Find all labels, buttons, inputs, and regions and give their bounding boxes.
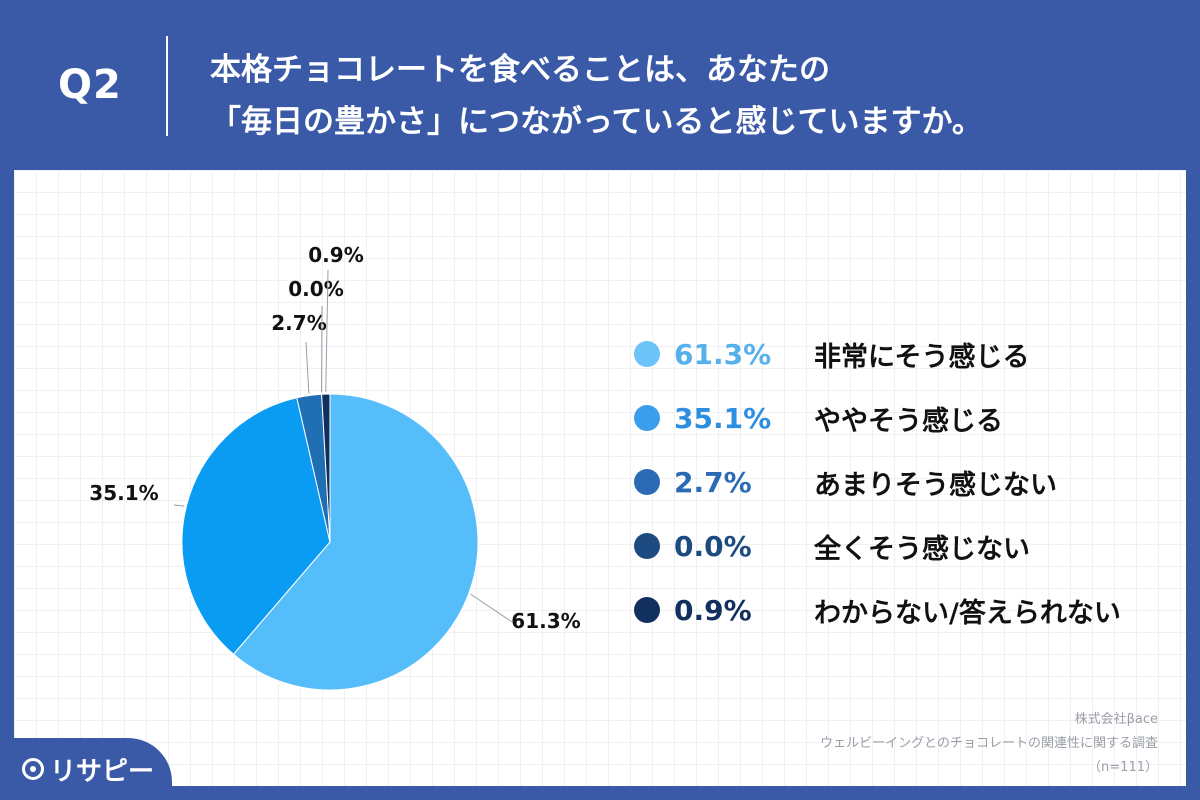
pie-slice bbox=[321, 393, 331, 543]
slice-value-label: 2.7% bbox=[271, 311, 326, 335]
slice-value-label: 61.3% bbox=[511, 609, 580, 633]
pie-slice bbox=[232, 393, 479, 691]
pie-chart: 61.3% 35.1% 2.7% 0.0% 0.9% bbox=[89, 243, 581, 691]
pie-slice bbox=[181, 397, 331, 655]
legend-label: 非常にそう感じる bbox=[814, 341, 1030, 373]
slice-value-label: 35.1% bbox=[89, 481, 158, 505]
legend-dot-icon bbox=[634, 469, 660, 495]
legend-dot-icon bbox=[634, 597, 660, 623]
legend-pct: 0.9% bbox=[674, 593, 752, 627]
legend-item-very: 61.3% 非常にそう感じる bbox=[634, 335, 1194, 373]
legend-item-not-much: 2.7% あまりそう感じない bbox=[634, 463, 1194, 501]
question-line-2: 「毎日の豊かさ」につながっていると感じていますか。 bbox=[210, 104, 983, 140]
leader-line bbox=[325, 269, 329, 393]
legend-dot-icon bbox=[634, 405, 660, 431]
legend-pct: 2.7% bbox=[674, 465, 752, 499]
legend-dot-icon bbox=[634, 533, 660, 559]
legend: 61.3% 非常にそう感じる 35.1% ややそう感じる 2.7% あまりそう感… bbox=[634, 335, 1194, 655]
header-divider bbox=[166, 36, 168, 136]
legend-label: ややそう感じる bbox=[814, 405, 1003, 437]
legend-pct: 35.1% bbox=[674, 401, 772, 435]
chart-panel: 61.3% 35.1% 2.7% 0.0% 0.9% 61.3% 非常にそう感じる 35… bbox=[14, 170, 1186, 786]
question-text: 本格チョコレートを食べることは、あなたの 「毎日の豊かさ」につながっていると感じ… bbox=[210, 44, 983, 148]
brand-logo: リサピー bbox=[0, 738, 172, 800]
leader-line bbox=[173, 504, 185, 507]
legend-label: わからない/答えられない bbox=[814, 597, 1121, 629]
slice-value-label: 0.9% bbox=[308, 243, 363, 267]
credit-company: 株式会社βace bbox=[1074, 712, 1158, 727]
source-credit: 株式会社βace ウェルビーイングとのチョコレートの関連性に関する調査 （n=1… bbox=[820, 708, 1158, 780]
legend-pct: 0.0% bbox=[674, 529, 752, 563]
legend-item-not-at-all: 0.0% 全くそう感じない bbox=[634, 527, 1194, 565]
legend-dot-icon bbox=[634, 341, 660, 367]
legend-label: 全くそう感じない bbox=[814, 533, 1030, 565]
credit-sample: （n=111） bbox=[1088, 760, 1158, 775]
question-line-1: 本格チョコレートを食べることは、あなたの bbox=[210, 52, 830, 88]
location-pin-icon bbox=[22, 758, 44, 780]
header: Q2 本格チョコレートを食べることは、あなたの 「毎日の豊かさ」につながっている… bbox=[0, 0, 1200, 170]
legend-item-dont-know: 0.9% わからない/答えられない bbox=[634, 591, 1194, 629]
legend-item-somewhat: 35.1% ややそう感じる bbox=[634, 399, 1194, 437]
logo-text: リサピー bbox=[50, 757, 155, 787]
legend-pct: 61.3% bbox=[674, 337, 772, 371]
legend-label: あまりそう感じない bbox=[814, 469, 1057, 501]
question-number: Q2 bbox=[58, 62, 122, 108]
slice-value-label: 0.0% bbox=[288, 277, 343, 301]
leader-line bbox=[470, 593, 513, 623]
leader-line bbox=[305, 341, 310, 394]
credit-survey: ウェルビーイングとのチョコレートの関連性に関する調査 bbox=[820, 736, 1158, 751]
